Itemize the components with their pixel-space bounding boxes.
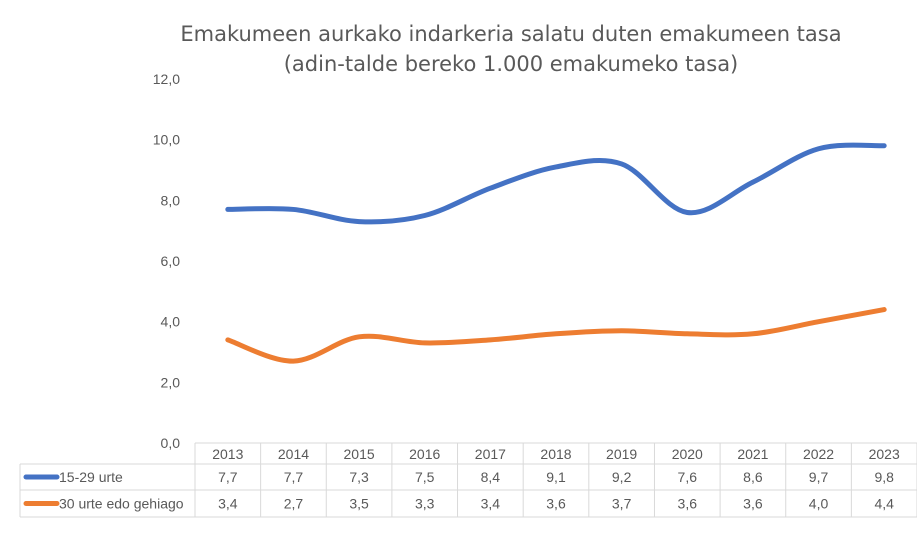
x-tick-label: 2022: [803, 446, 834, 462]
data-label: 3,5: [349, 496, 369, 512]
y-tick-label: 0,0: [161, 435, 181, 451]
x-tick-label: 2014: [278, 446, 309, 462]
data-label: 3,3: [415, 496, 435, 512]
data-label: 8,4: [481, 469, 501, 485]
y-tick-label: 2,0: [161, 374, 181, 390]
data-label: 3,6: [678, 496, 698, 512]
x-tick-label: 2021: [737, 446, 768, 462]
data-label: 2,7: [284, 496, 304, 512]
grid-layer: [19, 442, 917, 518]
data-label: 8,6: [743, 469, 763, 485]
data-label: 9,1: [546, 469, 566, 485]
x-tick-label: 2020: [672, 446, 703, 462]
series-line-2: [225, 307, 887, 364]
chart-title-line-1: Emakumeen aurkako indarkeria salatu dute…: [180, 22, 841, 46]
x-tick-label: 2013: [212, 446, 243, 462]
y-axis: 0,0 2,0 4,0 6,0 8,0 10,0 12,0: [153, 71, 180, 451]
data-label: 3,4: [218, 496, 238, 512]
series-layer: [225, 142, 887, 364]
y-tick-label: 8,0: [161, 192, 181, 208]
data-label: 4,0: [809, 496, 829, 512]
data-label: 7,3: [349, 469, 369, 485]
data-label: 9,2: [612, 469, 632, 485]
data-label: 9,7: [809, 469, 829, 485]
series-line-1: [225, 142, 887, 225]
data-label: 3,7: [612, 496, 632, 512]
data-label: 3,6: [546, 496, 566, 512]
x-tick-label: 2017: [475, 446, 506, 462]
y-tick-label: 4,0: [161, 314, 181, 330]
data-label: 7,7: [284, 469, 304, 485]
data-label: 3,6: [743, 496, 763, 512]
data-label: 3,4: [481, 496, 501, 512]
x-tick-label: 2015: [344, 446, 375, 462]
x-tick-label: 2016: [409, 446, 440, 462]
x-tick-label: 2019: [606, 446, 637, 462]
y-tick-label: 12,0: [153, 71, 180, 87]
data-table: 2013 2014 2015 2016 2017 2018 2019 2020 2021 2022…: [23, 446, 900, 512]
data-label: 7,6: [678, 469, 698, 485]
legend-label: 15-29 urte: [59, 469, 123, 485]
chart-title-line-2: (adin-talde bereko 1.000 emakumeko tasa): [284, 52, 739, 76]
data-label: 4,4: [874, 496, 894, 512]
data-label: 9,8: [874, 469, 894, 485]
x-tick-label: 2023: [869, 446, 900, 462]
data-label: 7,7: [218, 469, 238, 485]
data-label: 7,5: [415, 469, 435, 485]
legend-label: 30 urte edo gehiago: [59, 496, 184, 512]
y-tick-label: 10,0: [153, 132, 180, 148]
x-tick-label: 2018: [540, 446, 571, 462]
y-tick-label: 6,0: [161, 253, 181, 269]
